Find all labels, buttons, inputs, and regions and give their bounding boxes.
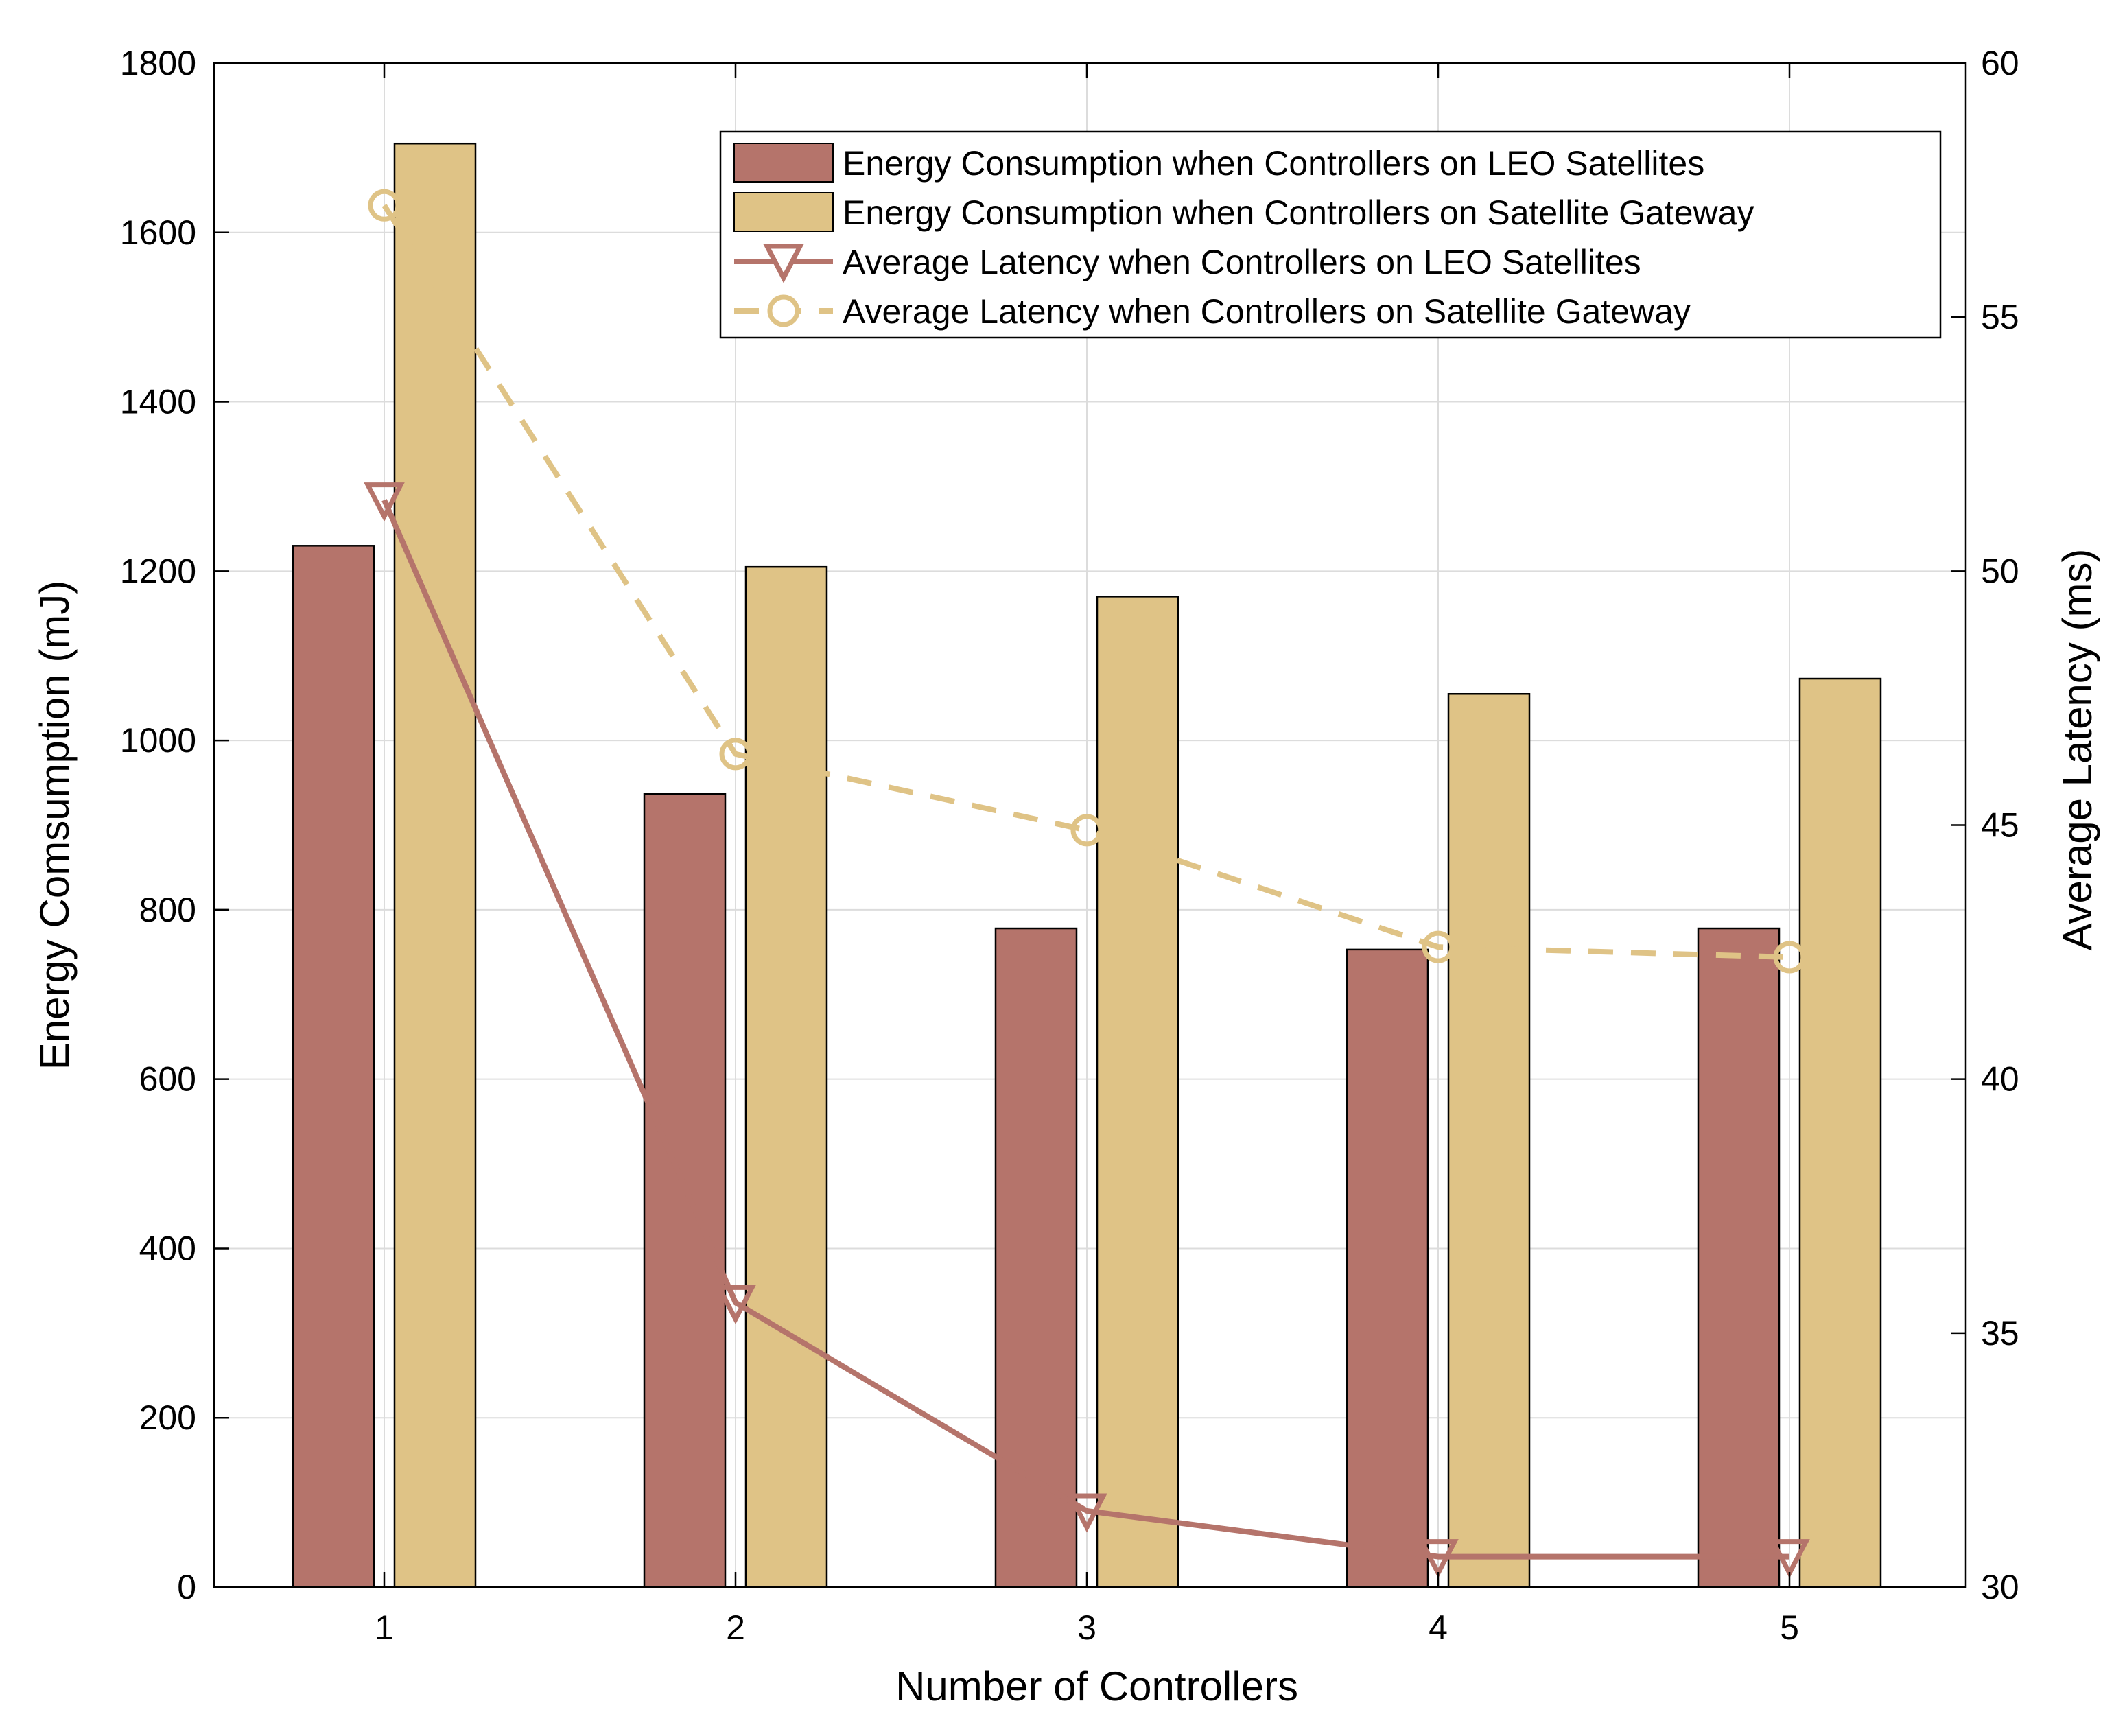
tick-label-x-2: 2 xyxy=(726,1608,745,1647)
bar-layer xyxy=(292,142,1882,1588)
tick-label-y-1000: 1000 xyxy=(120,721,196,760)
tick-label-y2-50: 50 xyxy=(1981,552,2019,590)
latency-marker-leo-5 xyxy=(1769,1539,1810,1579)
x-axis-label: Number of Controllers xyxy=(895,1663,1298,1709)
legend-label-gateway-latency: Average Latency when Controllers on Sate… xyxy=(843,292,1691,331)
tick-label-y2-40: 40 xyxy=(1981,1060,2019,1099)
tick-label-x-3: 3 xyxy=(1077,1608,1096,1647)
tick-label-y2-60: 60 xyxy=(1981,44,2019,82)
bar-gateway-1 xyxy=(393,142,477,1588)
latency-marker-gateway-5 xyxy=(1773,941,1806,974)
tick-label-y-400: 400 xyxy=(139,1229,196,1267)
tick-label-x-1: 1 xyxy=(375,1608,394,1647)
bar-gateway-2 xyxy=(744,565,828,1588)
latency-marker-gateway-1 xyxy=(368,189,401,222)
y-axis-label: Energy Comsumption (mJ) xyxy=(32,580,78,1070)
tick-label-y-1600: 1600 xyxy=(120,213,196,252)
bar-leo-3 xyxy=(994,927,1078,1588)
legend-swatch-gateway-energy xyxy=(733,192,834,232)
line-layer xyxy=(364,189,1810,1579)
latency-marker-gateway-3 xyxy=(1070,814,1103,847)
legend-line-leo-latency xyxy=(734,244,833,283)
legend-line-gateway-latency xyxy=(734,294,833,327)
legend: Energy Consumption when Controllers on L… xyxy=(719,130,1942,339)
tick-layer: 0200400600800100012001400160018003035404… xyxy=(120,44,2019,1647)
latency-line-leo xyxy=(381,499,1789,1560)
tick-label-y2-45: 45 xyxy=(1981,806,2019,845)
legend-marker-leo xyxy=(763,244,804,283)
latency-line-gateway xyxy=(381,204,1790,960)
latency-marker-leo-3 xyxy=(1066,1493,1107,1533)
tick-label-y2-30: 30 xyxy=(1981,1568,2019,1606)
legend-swatch-leo-energy xyxy=(733,143,834,183)
tick-label-y-800: 800 xyxy=(139,891,196,929)
tick-label-y-1400: 1400 xyxy=(120,383,196,421)
bar-gateway-5 xyxy=(1798,677,1882,1588)
tick-label-y-0: 0 xyxy=(177,1568,196,1606)
bar-gateway-3 xyxy=(1096,596,1179,1588)
tick-label-x-5: 5 xyxy=(1780,1608,1799,1647)
latency-marker-leo-1 xyxy=(364,482,405,522)
latency-marker-gateway-2 xyxy=(719,738,752,771)
legend-marker-gateway xyxy=(767,294,800,327)
latency-marker-gateway-4 xyxy=(1422,930,1455,963)
tick-label-y-1800: 1800 xyxy=(120,44,196,82)
latency-marker-leo-4 xyxy=(1418,1539,1459,1579)
legend-box xyxy=(719,130,1942,339)
bar-leo-4 xyxy=(1346,948,1429,1588)
tick-label-y-200: 200 xyxy=(139,1398,196,1437)
legend-label-leo-latency: Average Latency when Controllers on LEO … xyxy=(843,243,1641,281)
legend-label-leo-energy: Energy Consumption when Controllers on L… xyxy=(843,144,1704,183)
y2-axis-label: Average Latency (ms) xyxy=(2054,549,2100,951)
tick-label-y-600: 600 xyxy=(139,1060,196,1099)
bar-leo-5 xyxy=(1697,927,1781,1588)
tick-label-y-1200: 1200 xyxy=(120,552,196,590)
tick-label-x-4: 4 xyxy=(1429,1608,1448,1647)
bar-gateway-4 xyxy=(1447,692,1531,1588)
tick-label-y2-55: 55 xyxy=(1981,298,2019,336)
tick-label-y2-35: 35 xyxy=(1981,1314,2019,1352)
latency-marker-leo-2 xyxy=(715,1285,756,1324)
bar-leo-1 xyxy=(292,545,375,1588)
legend-label-gateway-energy: Energy Consumption when Controllers on S… xyxy=(843,193,1754,232)
